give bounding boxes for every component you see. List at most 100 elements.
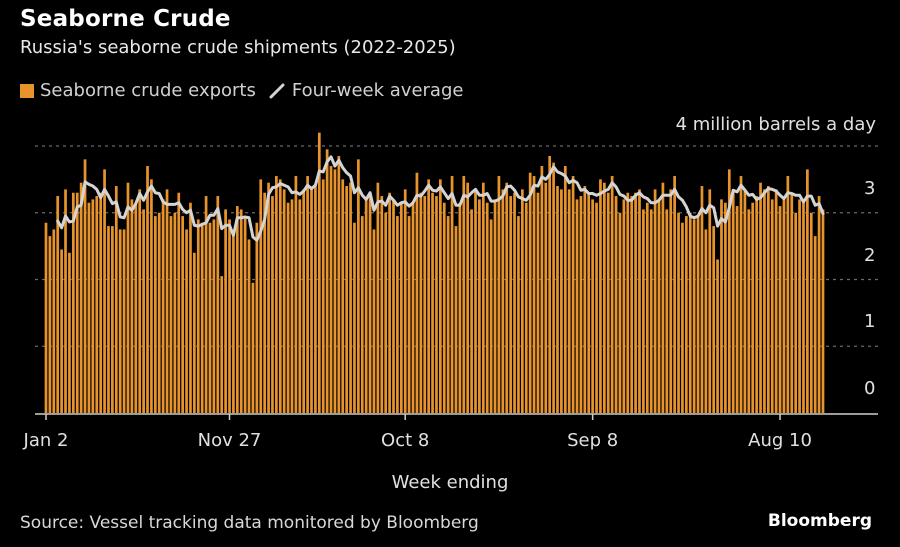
bar	[286, 202, 290, 413]
bar	[235, 206, 239, 413]
bar	[478, 199, 481, 413]
bar	[310, 189, 313, 413]
bar	[48, 236, 52, 413]
bar	[567, 189, 571, 413]
bar	[64, 189, 67, 413]
bar	[368, 196, 372, 413]
bar	[325, 149, 329, 413]
bar	[173, 212, 177, 413]
bar	[681, 222, 684, 413]
bar	[345, 186, 349, 413]
bar	[770, 199, 774, 413]
y-tick-label: 0	[864, 378, 876, 399]
bar	[470, 209, 473, 413]
bar	[122, 229, 126, 413]
y-tick-label: 1	[864, 311, 876, 333]
bar	[204, 196, 208, 413]
bar	[517, 216, 520, 413]
bar	[193, 252, 196, 413]
bar	[302, 189, 306, 413]
x-tick-label: Nov 27	[197, 430, 262, 451]
bar	[411, 202, 415, 413]
bar	[708, 189, 712, 413]
bar	[282, 189, 286, 413]
bar	[548, 156, 552, 413]
bar	[786, 176, 790, 413]
bar	[392, 199, 395, 413]
bar	[153, 216, 157, 413]
bar	[704, 229, 708, 413]
bar	[684, 216, 688, 413]
bar	[126, 182, 130, 413]
bar	[208, 222, 212, 413]
bar	[435, 196, 438, 413]
bar	[232, 236, 235, 413]
chart-title: Seaborne Crude	[20, 6, 231, 32]
legend-bar-swatch-icon	[20, 83, 34, 98]
bar	[743, 189, 747, 413]
bar	[157, 212, 161, 413]
bar	[556, 186, 559, 413]
bar	[306, 176, 309, 413]
bar	[341, 179, 345, 413]
bar	[782, 199, 786, 413]
bar	[817, 196, 821, 413]
bar	[794, 212, 798, 413]
bar	[540, 166, 544, 413]
bar	[216, 196, 220, 413]
bar	[806, 169, 809, 413]
bar	[71, 192, 75, 413]
bar	[462, 176, 466, 413]
bar	[357, 159, 360, 413]
bar	[536, 192, 540, 413]
bar	[251, 282, 255, 413]
bar	[579, 196, 583, 413]
x-tick-label: Oct 8	[381, 430, 430, 451]
bar	[399, 202, 403, 413]
bar	[560, 189, 563, 413]
bar	[396, 216, 399, 413]
bar	[130, 199, 134, 413]
average-line-path	[56, 155, 825, 242]
bar	[329, 166, 333, 413]
bar	[813, 236, 817, 413]
bar	[212, 219, 216, 413]
bar	[618, 212, 622, 413]
x-tick-label: Aug 10	[748, 430, 812, 451]
bar	[755, 196, 758, 413]
bar	[509, 196, 512, 413]
bar	[677, 212, 680, 413]
bar	[634, 192, 637, 413]
bar	[380, 196, 384, 413]
bar	[442, 202, 446, 413]
legend: Seaborne crude exports Four-week average	[20, 80, 463, 101]
bar	[333, 169, 337, 413]
x-axis-label: Week ending	[391, 472, 509, 493]
bar	[263, 192, 267, 413]
bar	[224, 209, 227, 413]
bar	[528, 172, 532, 413]
bar	[759, 182, 762, 413]
bar	[774, 189, 778, 413]
bar	[169, 216, 173, 413]
bar	[622, 199, 626, 413]
bar	[407, 216, 411, 413]
bars	[44, 132, 825, 413]
bar	[778, 206, 782, 413]
legend-line-label: Four-week average	[291, 80, 464, 101]
bar	[591, 199, 594, 413]
bar	[735, 206, 739, 413]
bar	[298, 199, 302, 413]
bar	[107, 226, 110, 413]
bar	[75, 192, 79, 413]
bar	[599, 179, 602, 413]
bar	[657, 199, 661, 413]
bar	[731, 189, 735, 413]
bar	[552, 162, 555, 413]
bar	[575, 199, 579, 413]
bar	[177, 192, 181, 413]
bar	[423, 196, 427, 413]
bar	[747, 209, 751, 413]
bar	[196, 219, 200, 413]
